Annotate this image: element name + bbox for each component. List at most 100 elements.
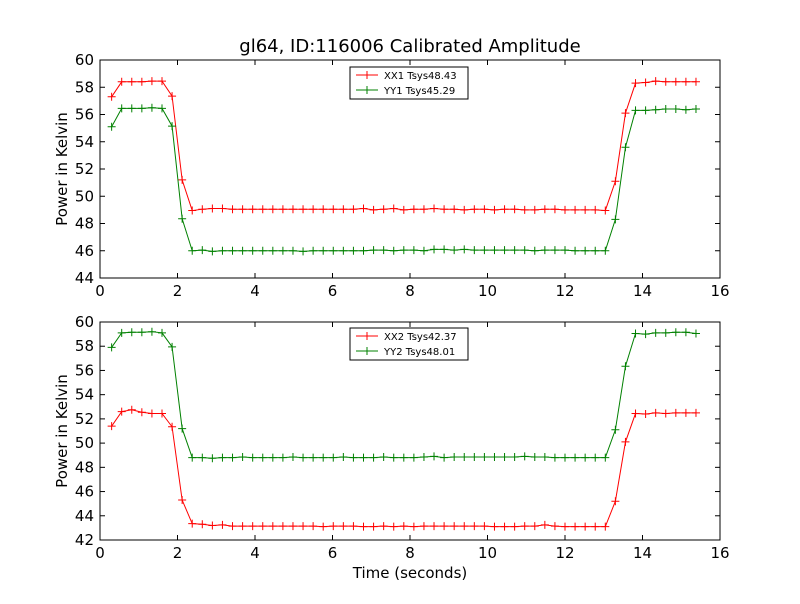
data-point	[500, 205, 509, 214]
data-point	[520, 522, 529, 531]
data-point	[601, 246, 610, 255]
data-point	[188, 246, 197, 255]
data-point	[389, 522, 398, 531]
data-point	[188, 206, 197, 215]
data-point	[591, 205, 600, 214]
data-point	[248, 205, 257, 214]
data-point	[681, 328, 690, 337]
data-point	[641, 78, 650, 87]
data-point	[198, 246, 207, 255]
y-tick-label: 56	[75, 106, 94, 124]
data-point	[571, 453, 580, 462]
y-tick-label: 56	[75, 361, 94, 379]
legend-label: XX2 Tsys42.37	[384, 332, 457, 343]
data-point	[621, 143, 630, 152]
x-tick-label: 4	[250, 282, 260, 300]
y-tick-label: 48	[75, 458, 94, 476]
data-point	[127, 104, 136, 113]
data-point	[671, 408, 680, 417]
data-point	[530, 205, 539, 214]
y-tick-label: 54	[75, 386, 94, 404]
data-point	[147, 77, 156, 86]
data-point	[228, 246, 237, 255]
data-point	[137, 328, 146, 337]
data-point	[389, 246, 398, 255]
data-point	[268, 453, 277, 462]
y-axis-label: Power in Kelvin	[53, 112, 71, 226]
data-point	[339, 246, 348, 255]
data-point	[470, 522, 479, 531]
data-point	[188, 453, 197, 462]
x-tick-label: 10	[478, 544, 497, 562]
data-point	[480, 453, 489, 462]
data-point	[450, 522, 459, 531]
data-point	[450, 246, 459, 255]
data-point	[228, 522, 237, 531]
data-point	[329, 246, 338, 255]
data-point	[178, 424, 187, 433]
data-point	[399, 205, 408, 214]
x-tick-label: 2	[173, 544, 183, 562]
data-point	[550, 246, 559, 255]
y-tick-label: 46	[75, 483, 94, 501]
data-point	[440, 522, 449, 531]
data-point	[691, 105, 700, 114]
data-point	[107, 343, 116, 352]
y-tick-label: 42	[75, 531, 94, 549]
data-point	[641, 330, 650, 339]
data-point	[258, 453, 267, 462]
data-point	[480, 205, 489, 214]
data-point	[359, 246, 368, 255]
data-point	[117, 77, 126, 86]
data-point	[127, 77, 136, 86]
x-tick-label: 6	[328, 544, 338, 562]
data-point	[611, 497, 620, 506]
data-point	[248, 522, 257, 531]
data-point	[258, 246, 267, 255]
data-point	[450, 205, 459, 214]
data-point	[399, 522, 408, 531]
data-point	[681, 408, 690, 417]
data-point	[218, 204, 227, 213]
data-point	[480, 246, 489, 255]
legend-box	[349, 66, 469, 100]
data-point	[460, 453, 469, 462]
data-point	[671, 328, 680, 337]
data-point	[621, 362, 630, 371]
data-point	[359, 522, 368, 531]
data-point	[258, 205, 267, 214]
x-tick-label: 0	[95, 544, 105, 562]
legend: XX2 Tsys42.37 YY2 Tsys48.01	[349, 327, 469, 361]
data-point	[601, 453, 610, 462]
data-point	[530, 522, 539, 531]
data-point	[601, 522, 610, 531]
data-point	[399, 246, 408, 255]
data-point	[359, 453, 368, 462]
plot-frame	[99, 59, 721, 279]
chart-title: gl64, ID:116006 Calibrated Amplitude	[239, 36, 580, 57]
data-point	[691, 77, 700, 86]
data-point	[530, 246, 539, 255]
data-point	[651, 408, 660, 417]
data-point	[581, 246, 590, 255]
data-point	[299, 247, 308, 256]
data-point	[127, 405, 136, 414]
plot-frame	[99, 321, 721, 541]
data-point	[651, 77, 660, 86]
data-point	[490, 522, 499, 531]
data-point	[581, 453, 590, 462]
data-point	[208, 247, 217, 256]
x-tick-label: 14	[633, 282, 652, 300]
data-point	[188, 519, 197, 528]
data-point	[168, 122, 177, 131]
data-point	[520, 246, 529, 255]
data-point	[117, 328, 126, 337]
data-point	[540, 246, 549, 255]
data-point	[470, 246, 479, 255]
legend-marker	[363, 347, 371, 355]
data-point	[117, 104, 126, 113]
data-point	[379, 246, 388, 255]
data-point	[510, 205, 519, 214]
data-point	[329, 205, 338, 214]
data-point	[450, 453, 459, 462]
